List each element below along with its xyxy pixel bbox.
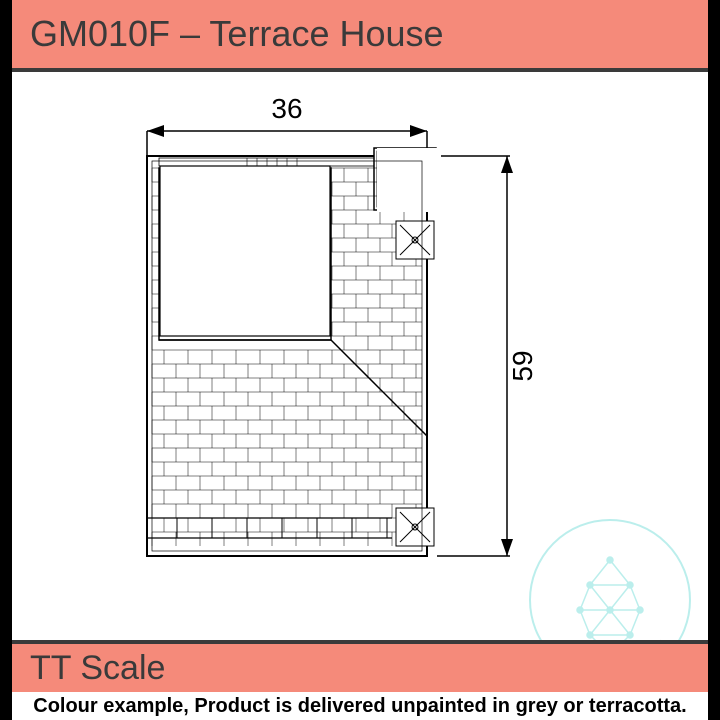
footer: TT Scale (12, 640, 708, 692)
header: GM010F – Terrace House (12, 0, 708, 72)
diagonal-ridge (331, 340, 427, 436)
top-lintel (159, 158, 374, 166)
product-title: GM010F – Terrace House (30, 13, 444, 55)
disclaimer-text: Colour example, Product is delivered unp… (12, 695, 708, 718)
dim-width-value: 36 (271, 93, 302, 124)
wall-bracket-bottom (396, 508, 434, 546)
right-black-bar (708, 0, 720, 720)
dimension-width: 36 (147, 93, 427, 156)
left-black-bar (0, 0, 12, 720)
wall-bracket-top (396, 221, 434, 259)
dimension-height: 59 (437, 156, 538, 556)
dim-height-value: 59 (507, 350, 538, 381)
scale-label: TT Scale (30, 649, 165, 688)
brick-pattern (152, 166, 422, 546)
bottom-band (147, 518, 392, 538)
